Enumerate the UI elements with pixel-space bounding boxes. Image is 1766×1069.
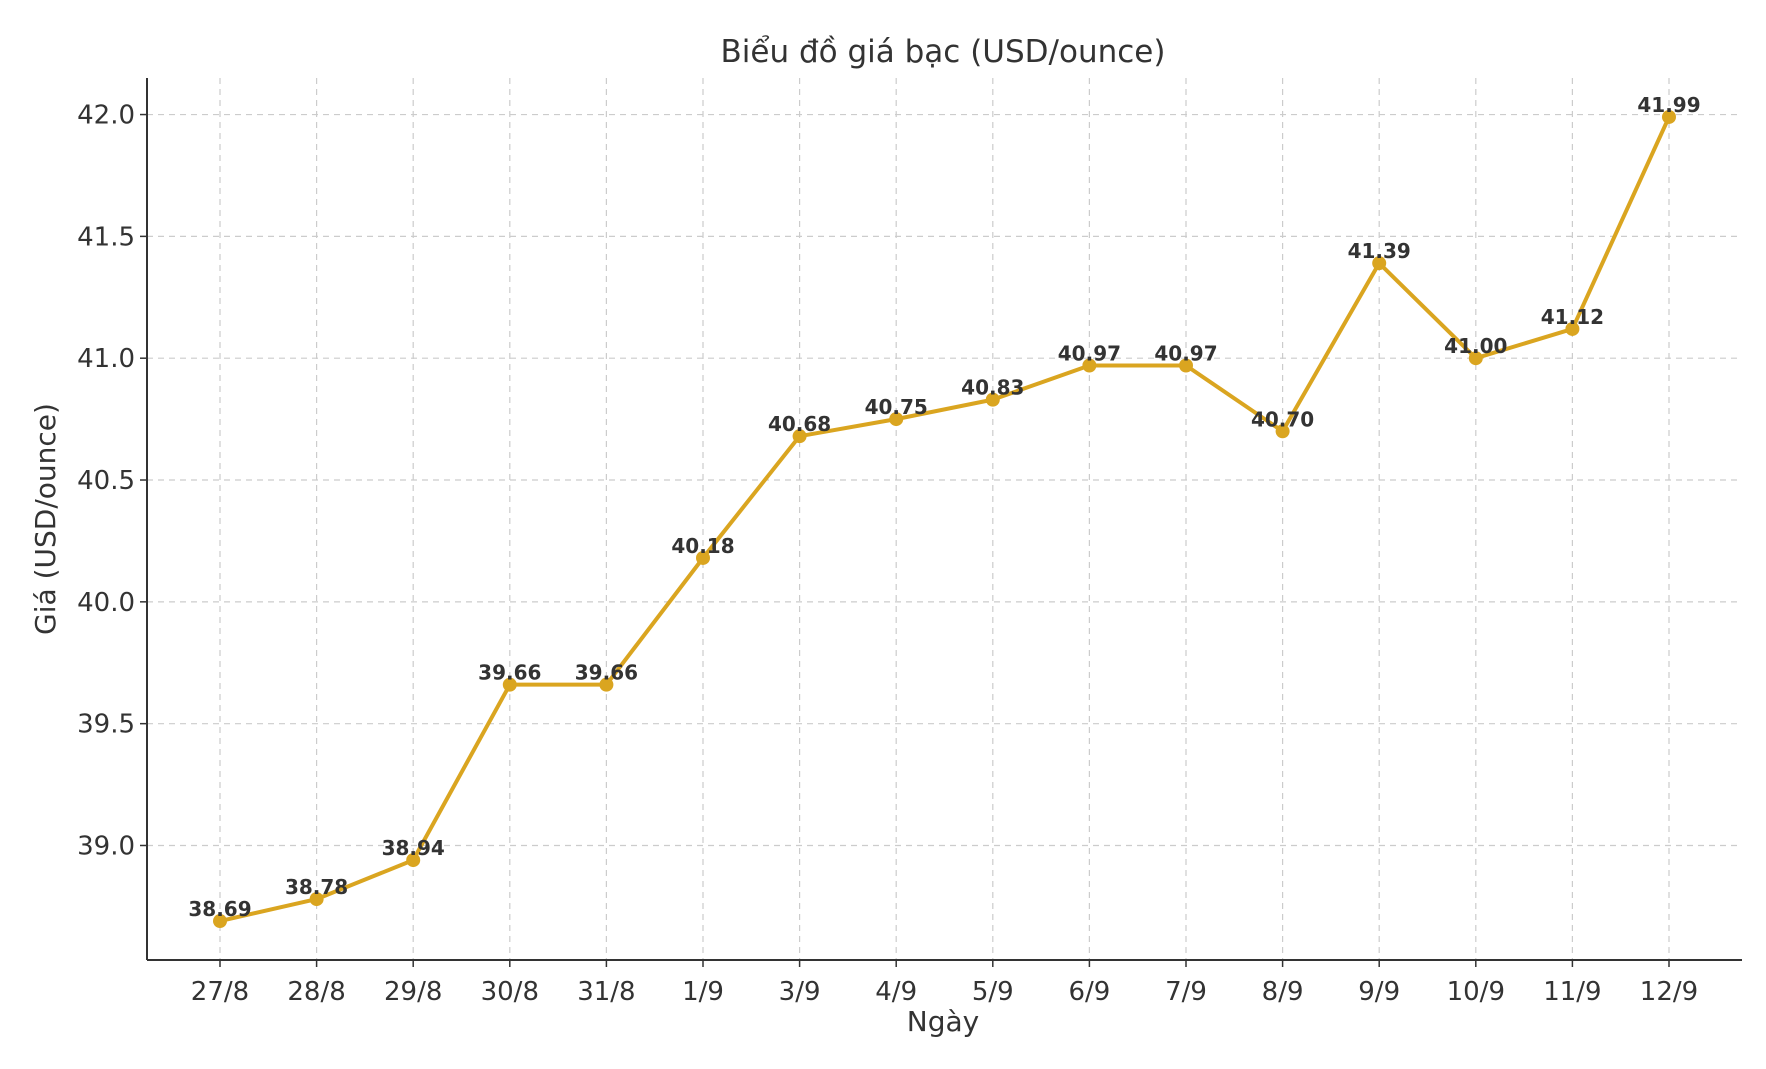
- data-label: 39.66: [478, 661, 541, 685]
- data-labels: 38.69 38.78 38.94 39.66 39.66 40.18 40.68 40.75…: [188, 93, 1700, 921]
- series-line: [218, 114, 1671, 924]
- data-label: 41.12: [1541, 305, 1604, 329]
- x-tick-label: 29/8: [384, 977, 442, 1007]
- x-tick-label: 3/9: [779, 977, 821, 1007]
- y-tick-label: 39.5: [77, 710, 135, 740]
- x-tick-label: 31/8: [577, 977, 635, 1007]
- data-point: [1082, 358, 1097, 373]
- x-tick-label: 12/9: [1640, 977, 1698, 1007]
- y-tick-label: 41.0: [77, 344, 135, 374]
- data-point: [889, 412, 904, 427]
- data-point: [1565, 321, 1580, 336]
- data-point: [1275, 424, 1290, 439]
- x-tick-label: 27/8: [191, 977, 249, 1007]
- x-tick-label: 30/8: [481, 977, 539, 1007]
- x-tick-label: 5/9: [972, 977, 1014, 1007]
- y-tick-label: 41.5: [77, 222, 135, 252]
- x-tick-label: 8/9: [1262, 977, 1304, 1007]
- data-point: [696, 550, 710, 565]
- data-point: [599, 677, 614, 692]
- data-point: [792, 429, 807, 444]
- data-point: [985, 392, 1000, 407]
- x-tick-label: 10/9: [1447, 977, 1505, 1007]
- y-ticks: 39.0 39.5 40.0 40.5 41.0 41.5 42.0: [77, 101, 147, 861]
- x-ticks: 27/8 28/8 29/8 30/8 31/8 1/9 3/9 4/9 5/9 6/9 7/9 8/…: [191, 960, 1698, 1007]
- y-tick-label: 39.0: [77, 831, 135, 861]
- data-label: 40.75: [865, 395, 928, 419]
- price-series: [213, 109, 1676, 929]
- data-label: 39.66: [575, 661, 638, 685]
- x-tick-label: 28/8: [287, 977, 345, 1007]
- data-point: [502, 677, 517, 692]
- data-point: [406, 853, 421, 868]
- data-label: 40.70: [1251, 407, 1314, 431]
- x-tick-label: 9/9: [1358, 977, 1400, 1007]
- grid: [147, 78, 1742, 960]
- data-label: 38.94: [382, 836, 445, 860]
- x-tick-label: 1/9: [682, 977, 724, 1007]
- x-tick-label: 11/9: [1543, 977, 1601, 1007]
- x-tick-label: 4/9: [875, 977, 917, 1007]
- data-label: 40.18: [671, 534, 734, 558]
- data-label: 38.69: [188, 897, 251, 921]
- data-point: [309, 892, 324, 907]
- x-axis-label: Ngày: [907, 1005, 979, 1038]
- data-label: 41.99: [1637, 93, 1700, 117]
- data-label: 40.68: [768, 412, 831, 436]
- data-point: [1372, 256, 1387, 271]
- data-label: 38.78: [285, 875, 348, 899]
- data-label: 40.97: [1154, 342, 1217, 366]
- y-axis-label: Giá (USD/ounce): [29, 403, 62, 635]
- y-tick-label: 40.5: [77, 466, 135, 496]
- data-point: [1179, 358, 1193, 373]
- data-label: 41.00: [1444, 334, 1507, 358]
- chart-title: Biểu đồ giá bạc (USD/ounce): [721, 34, 1166, 70]
- data-point: [1662, 109, 1676, 124]
- x-tick-label: 6/9: [1068, 977, 1110, 1007]
- data-label: 40.83: [961, 376, 1024, 400]
- y-tick-label: 40.0: [77, 588, 135, 618]
- data-point: [213, 914, 227, 929]
- y-tick-label: 42.0: [77, 101, 135, 131]
- axes: [146, 78, 1742, 961]
- data-label: 40.97: [1058, 342, 1121, 366]
- x-tick-label: 7/9: [1165, 977, 1207, 1007]
- data-label: 41.39: [1348, 239, 1411, 263]
- data-point: [1468, 351, 1483, 366]
